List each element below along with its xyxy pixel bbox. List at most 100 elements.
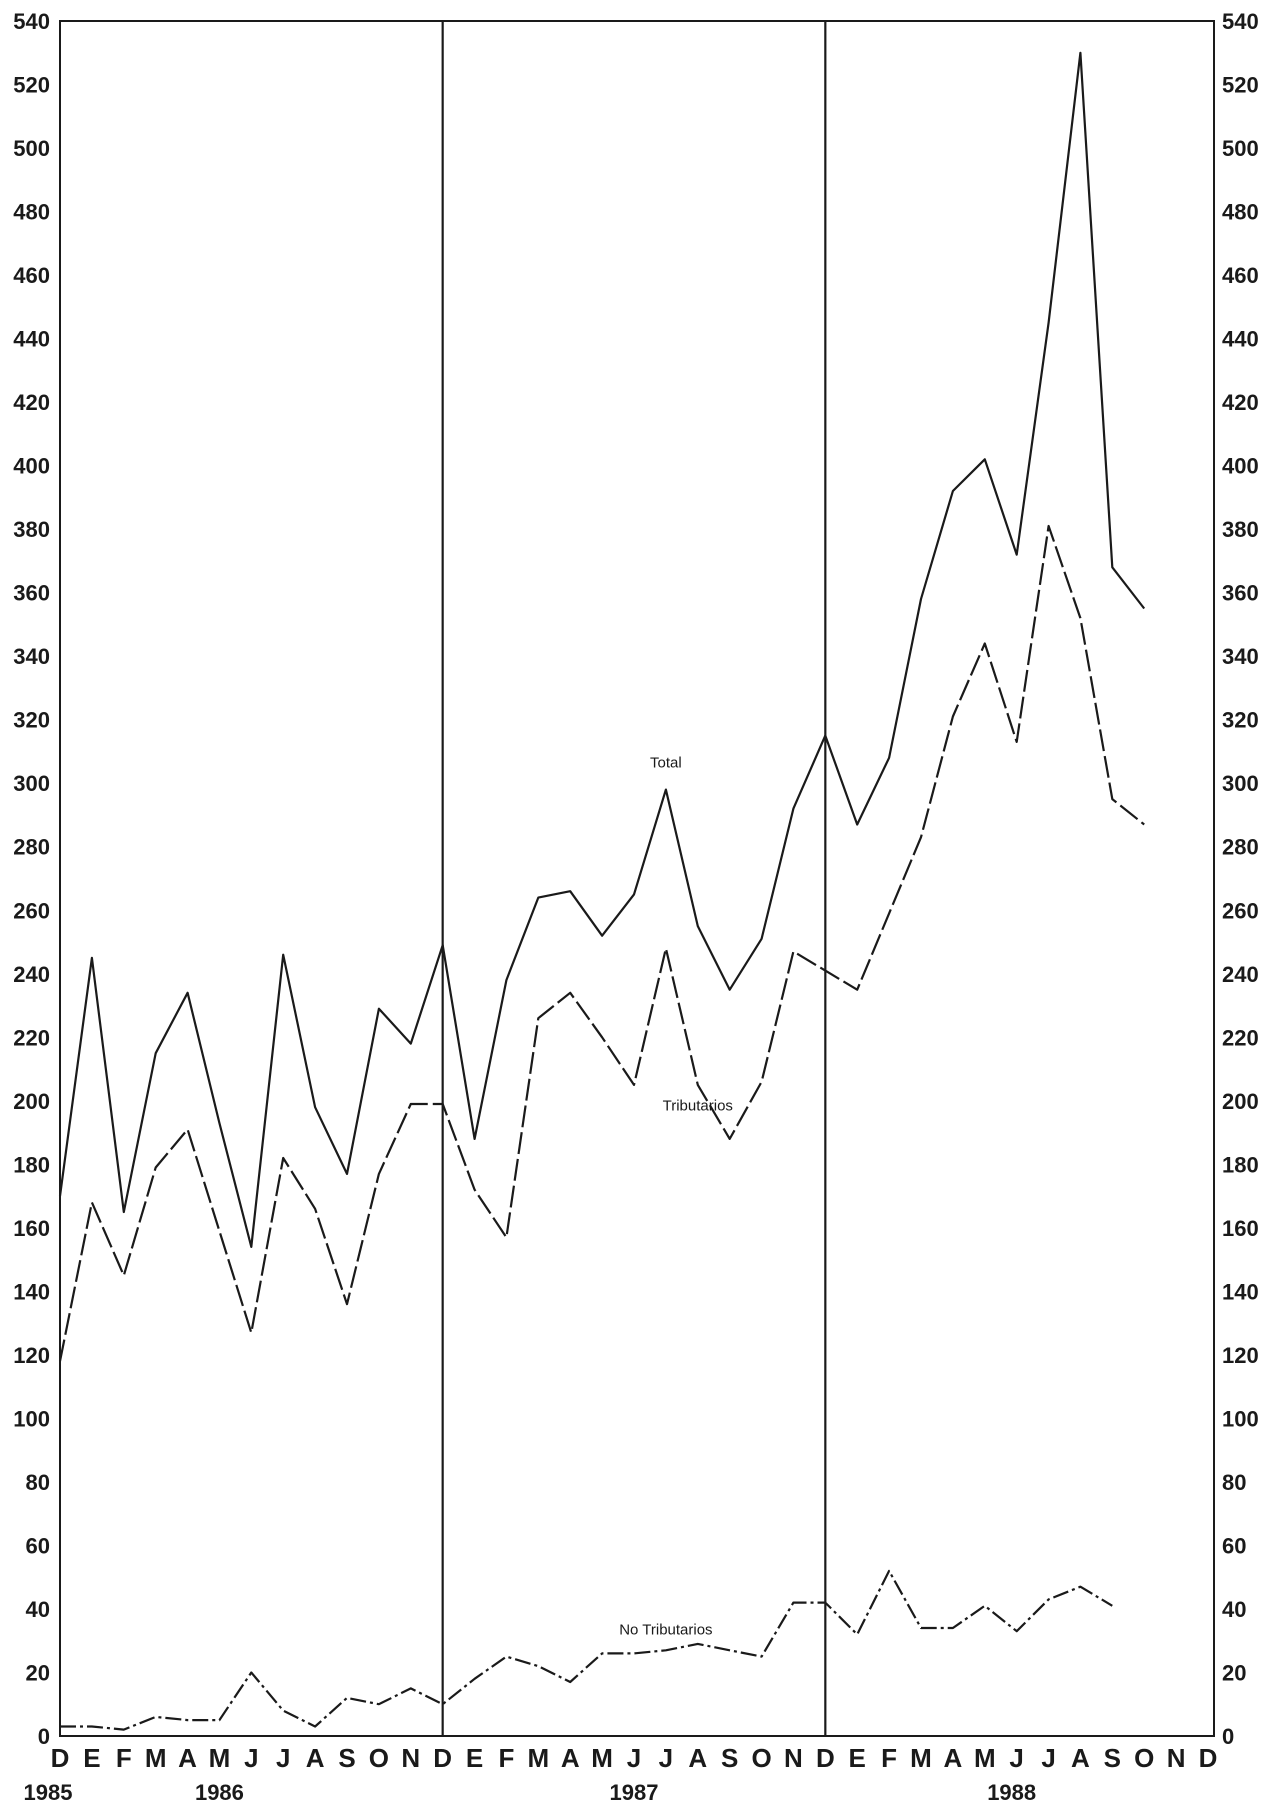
y-tick-label-right: 100 <box>1222 1406 1259 1431</box>
series-label-tributarios: Tributarios <box>663 1097 733 1114</box>
y-tick-label-left: 360 <box>13 581 50 606</box>
y-tick-label-left: 280 <box>13 835 50 860</box>
x-tick-label: D <box>51 1743 70 1773</box>
x-tick-label: E <box>849 1743 866 1773</box>
x-tick-label: N <box>784 1743 803 1773</box>
x-tick-label: M <box>974 1743 996 1773</box>
y-tick-label-left: 60 <box>26 1533 50 1558</box>
y-tick-label-left: 260 <box>13 898 50 923</box>
y-tick-label-right: 20 <box>1222 1660 1246 1685</box>
y-tick-label-left: 240 <box>13 962 50 987</box>
x-tick-label: F <box>881 1743 897 1773</box>
y-axis-right: 0 20 40 60 80 100 120 140 160 180 200 220 240 260 280 3… <box>1222 9 1259 1749</box>
y-tick-label-right: 380 <box>1222 517 1259 542</box>
y-tick-label-left: 120 <box>13 1343 50 1368</box>
x-tick-label: O <box>751 1743 771 1773</box>
x-tick-label: D <box>816 1743 835 1773</box>
x-tick-label: J <box>659 1743 673 1773</box>
year-label: 1987 <box>610 1780 659 1805</box>
y-tick-label-right: 540 <box>1222 9 1259 34</box>
y-tick-label-left: 480 <box>13 200 50 225</box>
y-tick-label-left: 540 <box>13 9 50 34</box>
x-tick-label: O <box>369 1743 389 1773</box>
series-line-total <box>58 51 1146 1249</box>
x-tick-label: N <box>1167 1743 1186 1773</box>
y-tick-label-left: 220 <box>13 1025 50 1050</box>
y-tick-label-right: 260 <box>1222 898 1259 923</box>
x-tick-label: A <box>943 1743 962 1773</box>
y-tick-label-right: 300 <box>1222 771 1259 796</box>
y-tick-label-right: 160 <box>1222 1216 1259 1241</box>
x-tick-label: S <box>338 1743 355 1773</box>
y-tick-label-right: 0 <box>1222 1724 1234 1749</box>
x-tick-label: A <box>561 1743 580 1773</box>
y-tick-label-left: 320 <box>13 708 50 733</box>
y-tick-label-left: 500 <box>13 136 50 161</box>
y-tick-label-right: 440 <box>1222 327 1259 352</box>
x-tick-label: M <box>910 1743 932 1773</box>
year-label: 1988 <box>987 1780 1036 1805</box>
x-tick-label: E <box>83 1743 100 1773</box>
x-tick-label: F <box>116 1743 132 1773</box>
y-tick-label-right: 320 <box>1222 708 1259 733</box>
x-tick-label: A <box>178 1743 197 1773</box>
y-tick-label-left: 420 <box>13 390 50 415</box>
y-tick-label-left: 40 <box>26 1597 50 1622</box>
x-axis-year-labels: 1985 1986 1987 1988 <box>24 1780 1037 1805</box>
y-tick-label-left: 140 <box>13 1279 50 1304</box>
x-tick-label: M <box>145 1743 167 1773</box>
y-tick-label-right: 480 <box>1222 200 1259 225</box>
y-tick-label-right: 40 <box>1222 1597 1246 1622</box>
series-labels: Total Tributarios No Tributarios <box>619 754 733 1638</box>
y-tick-label-left: 520 <box>13 73 50 98</box>
y-tick-label-right: 280 <box>1222 835 1259 860</box>
y-tick-label-right: 180 <box>1222 1152 1259 1177</box>
y-tick-label-right: 340 <box>1222 644 1259 669</box>
y-tick-label-right: 120 <box>1222 1343 1259 1368</box>
y-tick-label-left: 20 <box>26 1660 50 1685</box>
y-tick-label-left: 380 <box>13 517 50 542</box>
series-label-total: Total <box>650 754 682 771</box>
x-tick-label: E <box>466 1743 483 1773</box>
year-dividers <box>441 21 827 1736</box>
y-tick-label-right: 520 <box>1222 73 1259 98</box>
y-tick-label-right: 460 <box>1222 263 1259 288</box>
series-lines <box>58 51 1146 1731</box>
x-tick-label: A <box>688 1743 707 1773</box>
x-tick-label: J <box>1009 1743 1023 1773</box>
x-tick-label: J <box>244 1743 258 1773</box>
y-tick-label-right: 500 <box>1222 136 1259 161</box>
x-tick-label: J <box>1041 1743 1055 1773</box>
series-label-no-tributarios: No Tributarios <box>619 1621 712 1638</box>
y-tick-label-left: 300 <box>13 771 50 796</box>
y-tick-label-right: 80 <box>1222 1470 1246 1495</box>
y-tick-label-left: 340 <box>13 644 50 669</box>
y-tick-label-left: 100 <box>13 1406 50 1431</box>
x-tick-label: S <box>721 1743 738 1773</box>
x-tick-label: D <box>1199 1743 1218 1773</box>
x-tick-label: J <box>627 1743 641 1773</box>
y-tick-label-left: 180 <box>13 1152 50 1177</box>
y-tick-label-left: 160 <box>13 1216 50 1241</box>
y-axis-left: 0 20 40 60 80 100 120 140 160 180 200 220 240 260 280 3… <box>13 9 50 1749</box>
y-tick-label-right: 400 <box>1222 454 1259 479</box>
year-label: 1985 <box>24 1780 73 1805</box>
y-tick-label-right: 60 <box>1222 1533 1246 1558</box>
y-tick-label-left: 200 <box>13 1089 50 1114</box>
y-tick-label-right: 200 <box>1222 1089 1259 1114</box>
x-tick-label: A <box>306 1743 325 1773</box>
x-tick-label: M <box>209 1743 231 1773</box>
y-tick-label-right: 140 <box>1222 1279 1259 1304</box>
x-tick-label: D <box>433 1743 452 1773</box>
year-label: 1986 <box>195 1780 244 1805</box>
x-tick-label: F <box>498 1743 514 1773</box>
x-tick-label: O <box>1134 1743 1154 1773</box>
x-tick-label: N <box>401 1743 420 1773</box>
y-tick-label-left: 80 <box>26 1470 50 1495</box>
x-tick-label: M <box>527 1743 549 1773</box>
plot-frame <box>59 20 1215 1737</box>
x-tick-label: A <box>1071 1743 1090 1773</box>
y-tick-label-left: 460 <box>13 263 50 288</box>
